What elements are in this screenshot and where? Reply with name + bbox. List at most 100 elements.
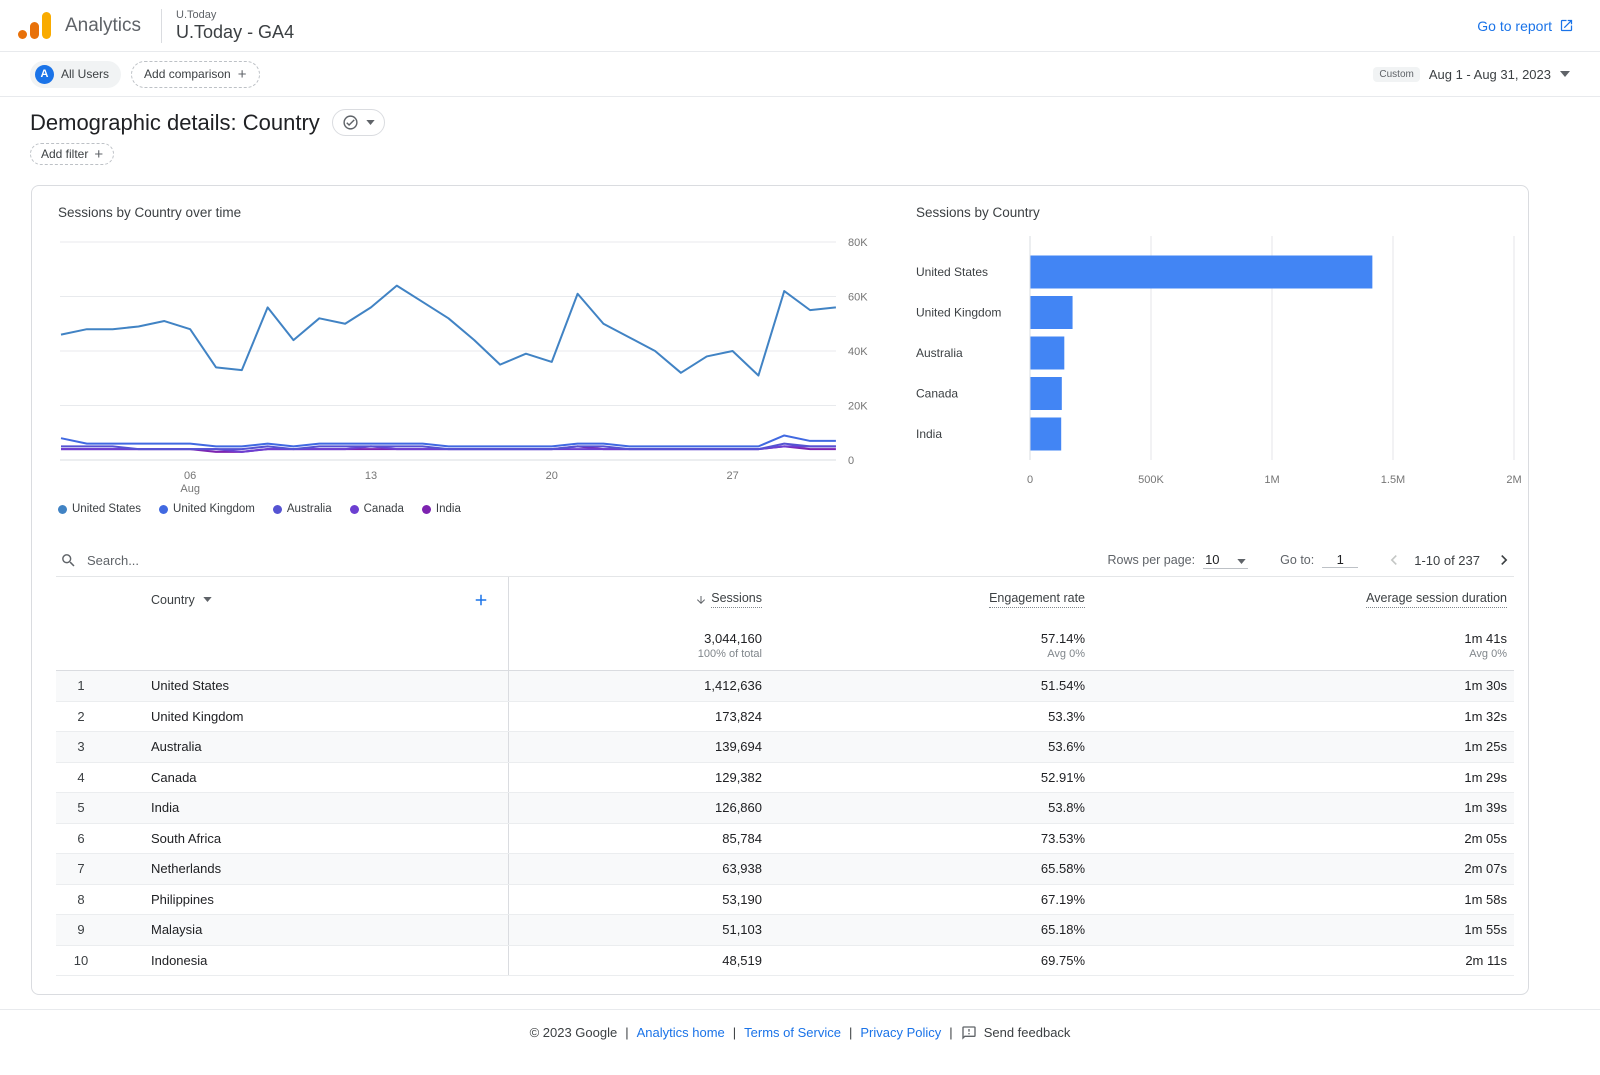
legend-dot-icon [272,504,282,514]
send-feedback-button[interactable]: Send feedback [961,1025,1070,1041]
svg-text:0: 0 [848,455,854,467]
bar-australia[interactable] [1030,336,1065,370]
row-engagement-rate: 65.18% [1040,922,1085,938]
row-engagement-rate: 69.75% [1040,952,1085,968]
chevron-down-icon [366,120,375,125]
table-totals-row: 3,044,160 100% of total 57.14% Avg 0% 1m… [56,622,1514,671]
report-validity-menu[interactable] [331,109,385,136]
legend-item-united-states[interactable]: United States [58,503,141,515]
terms-of-service-link[interactable]: Terms of Service [744,1025,841,1040]
row-rank: 3 [77,739,85,755]
sessions-by-country-bar-chart[interactable]: 0 500K 1M 1.5M 2M United States United Kingdom… [916,230,1522,502]
svg-text:13: 13 [365,470,377,482]
search-input[interactable] [87,552,367,568]
row-engagement-rate: 52.91% [1040,769,1085,785]
column-header-avg-session-duration[interactable]: Average session duration [1366,591,1507,608]
header-divider [161,8,163,43]
svg-text:1.5M: 1.5M [1381,474,1405,486]
svg-text:United Kingdom: United Kingdom [916,306,1001,320]
table-row[interactable]: 8 Philippines 53,190 67.19% 1m 58s [56,884,1514,915]
chevron-down-icon [1560,71,1570,77]
page-title: Demographic details: Country [30,109,320,135]
bar-united-states[interactable] [1030,255,1373,289]
row-country: United Kingdom [151,708,244,724]
bar-india[interactable] [1030,417,1062,451]
row-sessions: 48,519 [508,945,776,975]
totals-duration: 1m 41s [1464,631,1507,646]
legend-item-australia[interactable]: Australia [272,503,332,515]
row-rank: 9 [77,922,85,938]
chevron-down-icon [203,597,212,602]
table-row[interactable]: 2 United Kingdom 173,824 53.3% 1m 32s [56,701,1514,732]
row-avg-session-duration: 1m 55s [1464,922,1507,938]
legend-item-india[interactable]: India [421,503,461,515]
date-range-value: Aug 1 - Aug 31, 2023 [1428,66,1551,82]
bar-chart-title: Sessions by Country [916,205,1040,220]
svg-text:2M: 2M [1506,474,1521,486]
table-row[interactable]: 5 India 126,860 53.8% 1m 39s [56,793,1514,824]
date-range-picker[interactable]: Custom Aug 1 - Aug 31, 2023 [1373,66,1570,82]
privacy-policy-link[interactable]: Privacy Policy [860,1025,942,1040]
property-account-label: U.Today [176,8,217,21]
legend-item-united-kingdom[interactable]: United Kingdom [159,503,255,515]
next-page-icon[interactable] [1494,550,1514,570]
go-to-report-link[interactable]: Go to report [1477,18,1574,34]
goto-page-input[interactable] [1322,552,1359,568]
row-avg-session-duration: 1m 32s [1464,708,1507,724]
report-card: Sessions by Country over time 0 20K 40K 60K… [31,185,1529,995]
bar-canada[interactable] [1030,377,1062,410]
svg-text:Australia: Australia [916,346,963,360]
column-header-sessions[interactable]: Sessions [711,591,762,608]
sort-descending-icon [697,595,706,604]
legend-label: Australia [286,503,332,515]
table-row[interactable]: 9 Malaysia 51,103 65.18% 1m 55s [56,915,1514,946]
legend-label: India [435,503,461,515]
row-country: Malaysia [151,922,203,938]
analytics-home-link[interactable]: Analytics home [636,1025,725,1040]
check-circle-icon [343,115,358,130]
row-sessions: 173,824 [508,701,776,731]
row-avg-session-duration: 1m 39s [1464,800,1507,816]
add-comparison-label: Add comparison [144,67,231,81]
table-row[interactable]: 7 Netherlands 63,938 65.58% 2m 07s [56,854,1514,885]
totals-sessions-sub: 100% of total [697,648,762,660]
all-users-label: All Users [61,67,110,81]
table-row[interactable]: 10 Indonesia 48,519 69.75% 2m 11s [56,945,1514,976]
table-row[interactable]: 1 United States 1,412,636 51.54% 1m 30s [56,671,1514,702]
previous-page-icon[interactable] [1384,550,1404,570]
legend-dot-icon [349,504,359,514]
legend-item-canada[interactable]: Canada [349,503,404,515]
row-engagement-rate: 51.54% [1040,678,1085,694]
column-header-country[interactable]: Country [151,592,195,607]
column-header-engagement-rate[interactable]: Engagement rate [989,591,1085,608]
search-icon [62,553,75,567]
segment-avatar: A [35,64,54,84]
line-chart-title: Sessions by Country over time [58,205,242,220]
property-selector[interactable]: U.Today U.Today - GA4 [176,9,294,43]
analytics-logo-icon [18,12,51,39]
add-filter-button[interactable]: Add filter + [30,143,115,165]
row-country: Australia [151,739,202,755]
row-rank: 1 [77,678,85,694]
row-rank: 5 [77,800,85,816]
svg-text:27: 27 [726,470,738,482]
copyright: © 2023 Google [529,1025,618,1040]
table-row[interactable]: 3 Australia 139,694 53.6% 1m 25s [56,732,1514,763]
row-country: India [151,800,180,816]
add-comparison-button[interactable]: Add comparison + [131,60,260,88]
pagination-range: 1-10 of 237 [1414,552,1480,568]
add-column-button[interactable] [472,591,490,609]
bar-united-kingdom[interactable] [1030,296,1073,329]
totals-engagement-sub: Avg 0% [1047,648,1085,660]
row-rank: 8 [77,891,85,907]
comparison-bar: A All Users Add comparison + Custom Aug … [0,52,1600,97]
table-row[interactable]: 6 South Africa 85,784 73.53% 2m 05s [56,823,1514,854]
svg-text:60K: 60K [848,292,868,304]
row-sessions: 126,860 [508,793,776,823]
open-in-new-icon [1560,19,1573,32]
table-row[interactable]: 4 Canada 129,382 52.91% 1m 29s [56,762,1514,793]
all-users-chip[interactable]: A All Users [30,60,122,88]
rows-per-page-select[interactable]: 10 [1203,552,1249,569]
row-engagement-rate: 65.58% [1040,861,1085,877]
